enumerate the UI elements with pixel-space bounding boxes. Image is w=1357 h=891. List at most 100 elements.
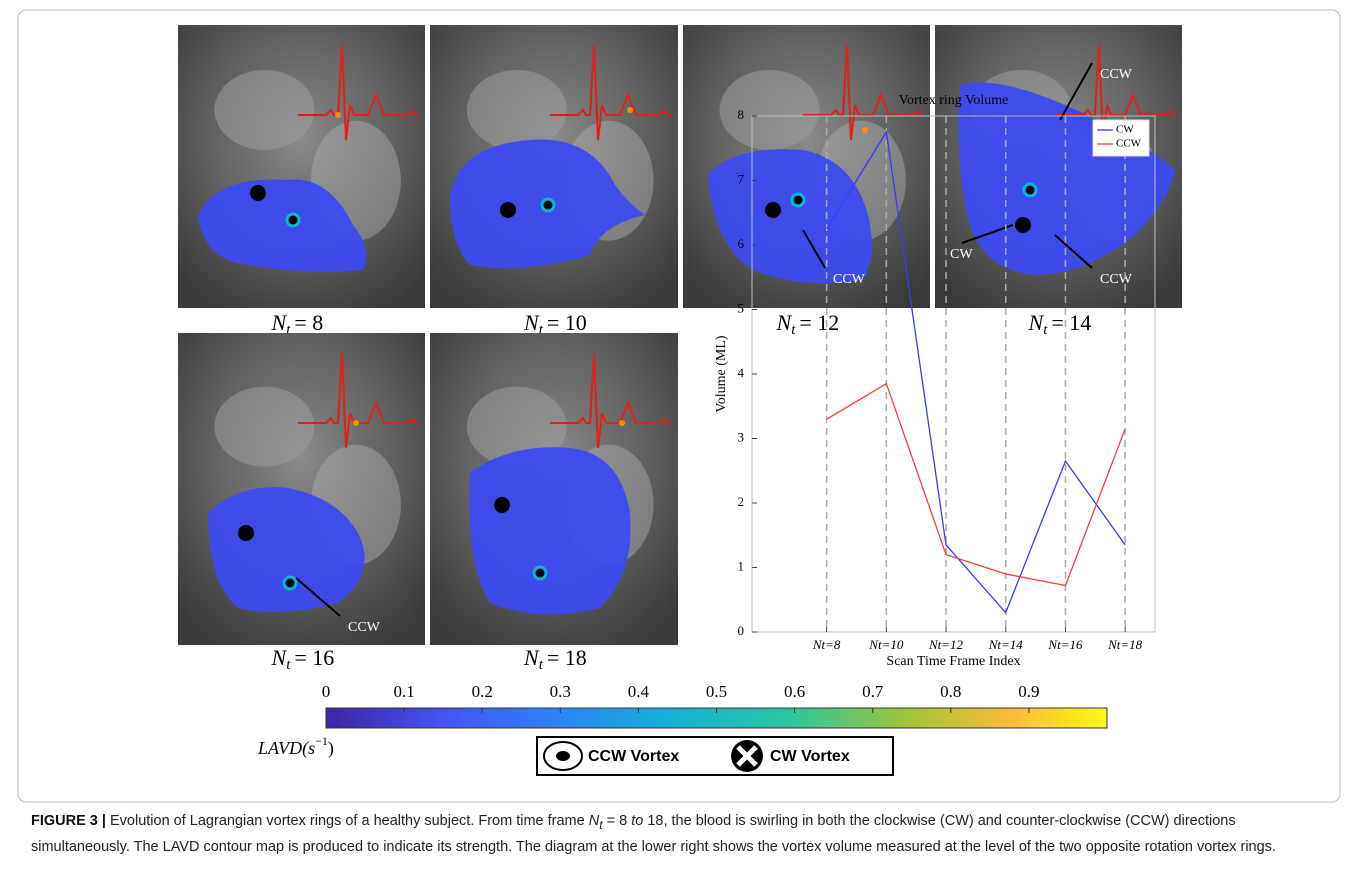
y-tick-label: 8 xyxy=(738,107,745,122)
annotation-label: CCW xyxy=(1100,272,1133,287)
legend-label: CCW Vortex xyxy=(588,748,679,765)
x-tick-label: Nt=18 xyxy=(1107,637,1143,652)
vortex-marker xyxy=(500,202,516,218)
vortex-marker xyxy=(542,199,554,211)
panel-subscript: t xyxy=(791,322,796,338)
vortex-marker xyxy=(765,202,781,218)
legend-label: CW Vortex xyxy=(770,748,850,765)
panel-label: Nt= 16 xyxy=(271,645,335,673)
caption-symbol: N xyxy=(589,813,599,829)
x-tick-label: Nt=10 xyxy=(868,637,904,652)
annotation-label: CCW xyxy=(348,620,381,635)
chart-title: Vortex ring Volume xyxy=(899,93,1009,108)
y-tick-label: 1 xyxy=(738,558,745,573)
caption-text: Evolution of Lagrangian vortex rings of … xyxy=(106,813,589,829)
annotation-label: CW xyxy=(950,247,973,262)
colorbar-label-sup: −1 xyxy=(315,734,328,748)
y-tick-label: 4 xyxy=(738,365,745,380)
vortex-marker xyxy=(1024,184,1036,196)
colorbar-label: LAVD(s−1) xyxy=(257,734,334,759)
panel-value: = 10 xyxy=(547,310,587,335)
mri-structure xyxy=(214,70,314,150)
annotation-label: CCW xyxy=(1100,67,1133,82)
legend-label: CCW xyxy=(1116,138,1142,150)
series-line xyxy=(827,384,1126,586)
lavd-map xyxy=(469,447,630,614)
ecg-marker xyxy=(619,420,625,426)
y-tick-label: 3 xyxy=(738,429,745,444)
vortex-marker xyxy=(1015,217,1031,233)
y-tick-label: 0 xyxy=(738,623,745,638)
y-axis-label: Volume (ML) xyxy=(714,335,729,412)
y-tick-label: 2 xyxy=(738,494,745,509)
colorbar-tick-label: 0.8 xyxy=(940,682,961,701)
mri-structure xyxy=(467,70,567,150)
panel-value: = 14 xyxy=(1051,310,1091,335)
panel-label: Nt= 14 xyxy=(1028,310,1092,338)
image-panel: CCW xyxy=(683,25,930,308)
vortex-legend: CCW Vortex CW Vortex xyxy=(537,737,893,775)
image-panel: CCW CW CCW xyxy=(935,25,1182,308)
colorbar-tick-label: 0.7 xyxy=(862,682,884,701)
panel-value: = 12 xyxy=(799,310,839,335)
panel-label: Nt= 12 xyxy=(776,310,840,338)
panel-value: = 18 xyxy=(547,645,587,670)
panel-subscript: t xyxy=(286,657,291,673)
panel-value: = 8 xyxy=(294,310,323,335)
y-tick-label: 5 xyxy=(738,300,745,315)
panel-symbol: N xyxy=(776,310,793,335)
annotation-label: CCW xyxy=(833,272,866,287)
panel-label: Nt= 18 xyxy=(523,645,587,673)
panel-symbol: N xyxy=(523,645,540,670)
y-tick-label: 7 xyxy=(738,171,745,186)
panel-subscript: t xyxy=(1043,322,1048,338)
colorbar-tick-label: 0 xyxy=(322,682,331,701)
vortex-marker xyxy=(494,497,510,513)
vortex-marker xyxy=(250,185,266,201)
panel-symbol: N xyxy=(271,310,288,335)
x-axis-label: Scan Time Frame Index xyxy=(886,654,1020,669)
colorbar-label-base: LAVD(s xyxy=(257,738,315,759)
ecg-marker xyxy=(627,107,633,113)
x-tick-label: Nt=14 xyxy=(988,637,1024,652)
image-panel: CCW xyxy=(178,333,425,645)
colorbar-tick-label: 0.4 xyxy=(628,682,650,701)
page: { "panels": [ {"symbol": "N", "subscript… xyxy=(0,0,1357,891)
panel-subscript: t xyxy=(539,657,544,673)
ecg-marker xyxy=(335,112,341,118)
x-tick-label: Nt=12 xyxy=(928,637,964,652)
ecg-marker xyxy=(862,127,868,133)
image-panel xyxy=(430,25,678,308)
panel-value: = 16 xyxy=(294,645,334,670)
x-tick-label: Nt=8 xyxy=(812,637,841,652)
image-panel xyxy=(178,25,425,308)
panel-symbol: N xyxy=(271,645,288,670)
colorbar-tick-label: 0.5 xyxy=(706,682,727,701)
colorbar-tick-label: 0.3 xyxy=(550,682,571,701)
mri-structure xyxy=(214,387,314,467)
mri-structure xyxy=(719,70,819,150)
caption-italic: to xyxy=(631,813,643,829)
colorbar-tick-label: 0.1 xyxy=(393,682,414,701)
figure: Nt= 8Nt= 10CCWNt= 12CCWCWCCWNt= 14CCWNt=… xyxy=(0,0,1357,891)
caption-label: FIGURE 3 | xyxy=(31,813,106,829)
colorbar-tick-label: 0.9 xyxy=(1018,682,1039,701)
caption: FIGURE 3 | Evolution of Lagrangian vorte… xyxy=(31,810,1331,858)
panel-symbol: N xyxy=(1028,310,1045,335)
colorbar-tick-label: 0.2 xyxy=(472,682,493,701)
vortex-marker xyxy=(792,194,804,206)
colorbar-tick-label: 0.6 xyxy=(784,682,805,701)
ecg-marker xyxy=(353,420,359,426)
legend-label: CW xyxy=(1116,124,1134,136)
colorbar-label-close: ) xyxy=(328,738,334,759)
caption-text: = 8 xyxy=(603,813,632,829)
vortex-marker xyxy=(284,577,296,589)
vortex-marker xyxy=(534,567,546,579)
image-panel xyxy=(430,333,678,645)
y-tick-label: 6 xyxy=(738,236,745,251)
x-tick-label: Nt=16 xyxy=(1047,637,1083,652)
vortex-marker xyxy=(238,525,254,541)
vortex-marker xyxy=(287,214,299,226)
panel-symbol: N xyxy=(523,310,540,335)
